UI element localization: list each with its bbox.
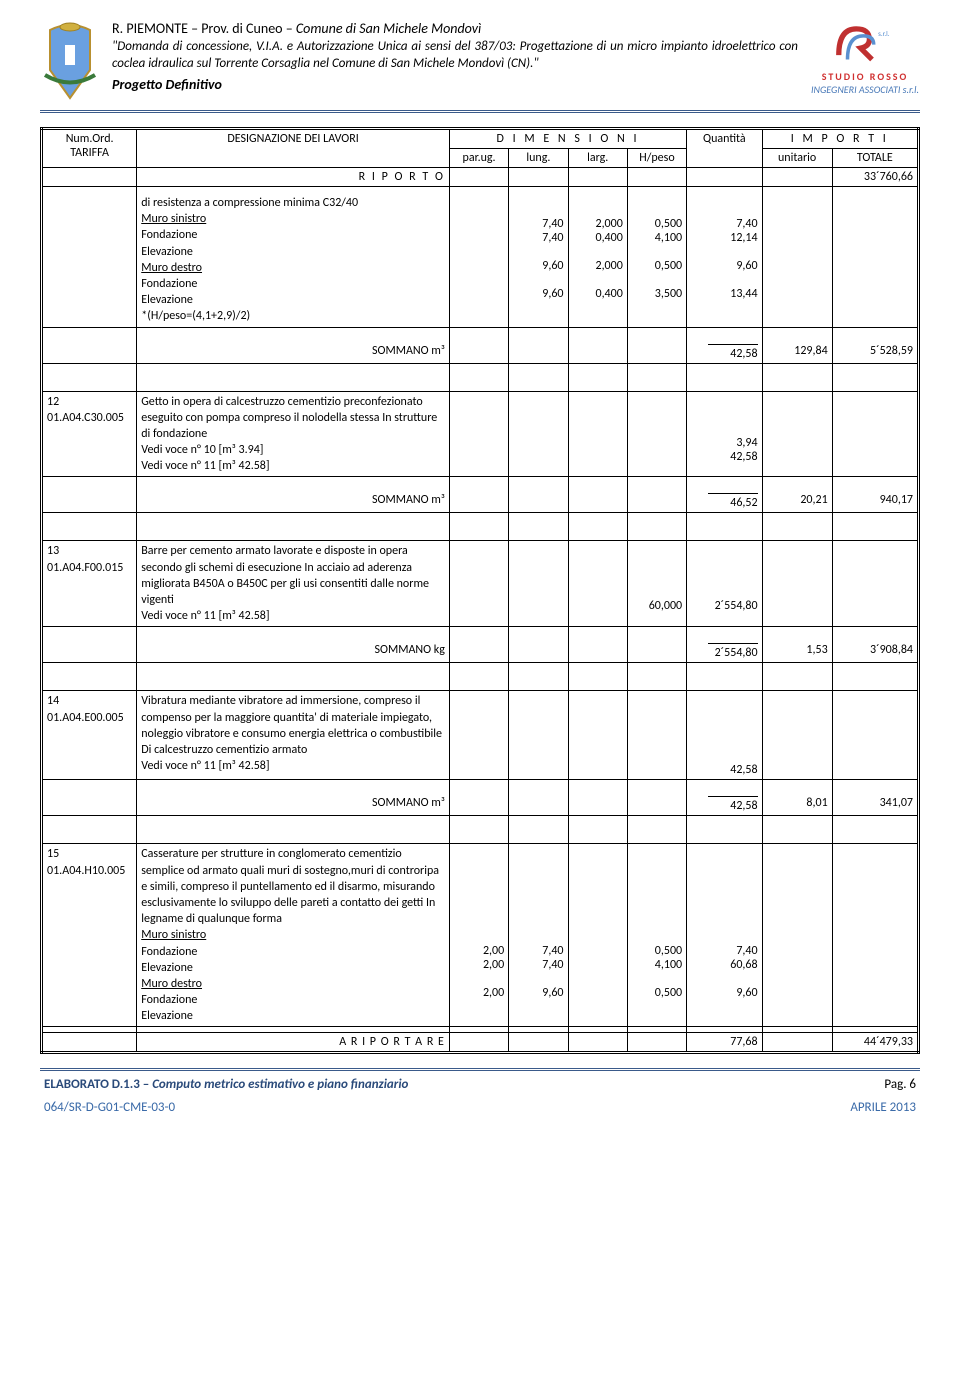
th-quantita: Quantità — [687, 129, 762, 168]
header-divider — [40, 110, 920, 113]
page-footer-2: 064/SR-D-G01-CME-03-0 APRILE 2013 — [40, 1092, 920, 1115]
company-logo: s.r.l. STUDIO ROSSO INGEGNERI ASSOCIATI … — [810, 20, 920, 96]
table-row: di resistenza a compressione minima C32/… — [42, 187, 919, 328]
footer-divider — [40, 1068, 920, 1071]
spacer — [42, 816, 919, 844]
sommano-row: SOMMANO m³ 42,58 129,84 5´528,59 — [42, 327, 919, 363]
riporto-row: R I P O R T O 33´760,66 — [42, 168, 919, 187]
spacer — [42, 513, 919, 541]
table-row: 1301.A04.F00.015 Barre per cemento armat… — [42, 541, 919, 627]
sommano-row: SOMMANO m³ 46,52 20,21 940,17 — [42, 477, 919, 513]
document-code: 064/SR-D-G01-CME-03-0 — [44, 1100, 175, 1115]
table-row: 1201.A04.C30.005 Getto in opera di calce… — [42, 391, 919, 477]
a-riportare-row: A R I P O R T A R E 77,68 44´479,33 — [42, 1033, 919, 1053]
th-num-ord: Num.Ord.TARIFFA — [42, 129, 137, 168]
document-date: APRILE 2013 — [850, 1100, 916, 1115]
studio-name: STUDIO ROSSO — [810, 70, 920, 83]
page-footer: ELABORATO D.1.3 – Computo metrico estima… — [40, 1077, 920, 1092]
page-header: R. PIEMONTE – Prov. di Cuneo – Comune di… — [40, 20, 920, 100]
sommano-row: SOMMANO kg 2´554,80 1,53 3´908,84 — [42, 627, 919, 663]
municipal-crest-icon — [40, 20, 100, 100]
th-totale: TOTALE — [832, 149, 918, 168]
cost-estimate-table: Num.Ord.TARIFFA DESIGNAZIONE DEI LAVORI … — [40, 127, 920, 1054]
th-unitario: unitario — [762, 149, 832, 168]
studio-subtitle: INGEGNERI ASSOCIATI s.r.l. — [810, 83, 920, 96]
spacer — [42, 663, 919, 691]
svg-text:s.r.l.: s.r.l. — [878, 29, 890, 38]
th-dimensioni: D I M E N S I O N I — [449, 129, 686, 149]
th-larg: larg. — [568, 149, 627, 168]
header-project: Progetto Definitivo — [112, 76, 798, 93]
th-importi: I M P O R T I — [762, 129, 918, 149]
th-hpeso: H/peso — [627, 149, 686, 168]
th-designazione: DESIGNAZIONE DEI LAVORI — [137, 129, 450, 168]
page-number: Pag. 6 — [884, 1077, 916, 1092]
header-description: "Domanda di concessione, V.I.A. e Autori… — [112, 39, 798, 73]
table-row: 1501.A04.H10.005 Casserature per struttu… — [42, 844, 919, 1027]
header-title: R. PIEMONTE – Prov. di Cuneo – Comune di… — [112, 20, 798, 37]
table-row: 1401.A04.E00.005 Vibratura mediante vibr… — [42, 691, 919, 780]
th-lung: lung. — [509, 149, 568, 168]
th-parug: par.ug. — [449, 149, 508, 168]
sommano-row: SOMMANO m³ 42,58 8,01 341,07 — [42, 780, 919, 816]
spacer — [42, 363, 919, 391]
